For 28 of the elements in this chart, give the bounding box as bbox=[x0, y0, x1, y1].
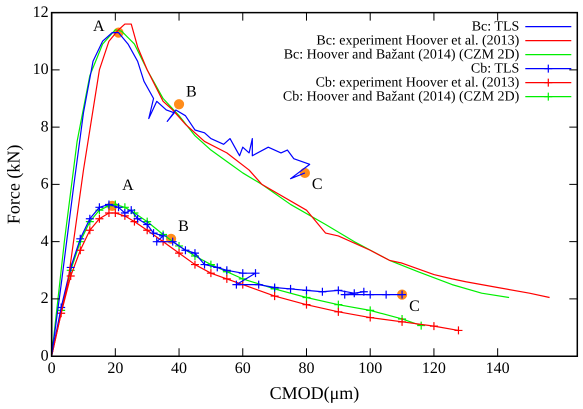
legend-label: Cb: Hoover and Bažant (2014) (CZM 2D) bbox=[282, 89, 520, 104]
annotation: C bbox=[312, 176, 323, 194]
y-tick-label: 12 bbox=[32, 4, 49, 21]
legend-label: Bc: Hoover and Bažant (2014) (CZM 2D) bbox=[284, 47, 520, 62]
x-tick-label: 100 bbox=[358, 360, 382, 378]
y-tick-label: 4 bbox=[40, 232, 49, 250]
x-axis-title: CMOD(μm) bbox=[270, 382, 360, 403]
x-tick-label: 80 bbox=[298, 360, 314, 378]
x-tick-label: 20 bbox=[107, 360, 124, 378]
annotation: B bbox=[186, 83, 197, 100]
annotation: A bbox=[92, 18, 105, 35]
legend-label: Cb: experiment Hoover et al. (2013) bbox=[316, 75, 520, 90]
x-tick-label: 40 bbox=[171, 360, 188, 378]
y-tick-label: 0 bbox=[40, 347, 49, 364]
y-tick-label: 8 bbox=[40, 118, 49, 136]
x-tick-label: 140 bbox=[486, 360, 510, 378]
x-tick-label: 60 bbox=[234, 360, 251, 378]
y-tick-label: 6 bbox=[40, 176, 49, 193]
annotation: B bbox=[178, 218, 189, 236]
legend-label: Cb: TLS bbox=[470, 61, 520, 76]
legend-label: Bc: experiment Hoover et al. (2013) bbox=[316, 33, 520, 48]
annotation: A bbox=[122, 177, 134, 194]
y-tick-label: 2 bbox=[40, 290, 49, 308]
y-tick-label: 10 bbox=[32, 61, 49, 78]
legend-label: Bc: TLS bbox=[472, 19, 520, 34]
annotation: C bbox=[409, 298, 420, 315]
y-axis-title: Force (kN) bbox=[4, 144, 24, 224]
x-tick-label: 120 bbox=[422, 360, 446, 378]
